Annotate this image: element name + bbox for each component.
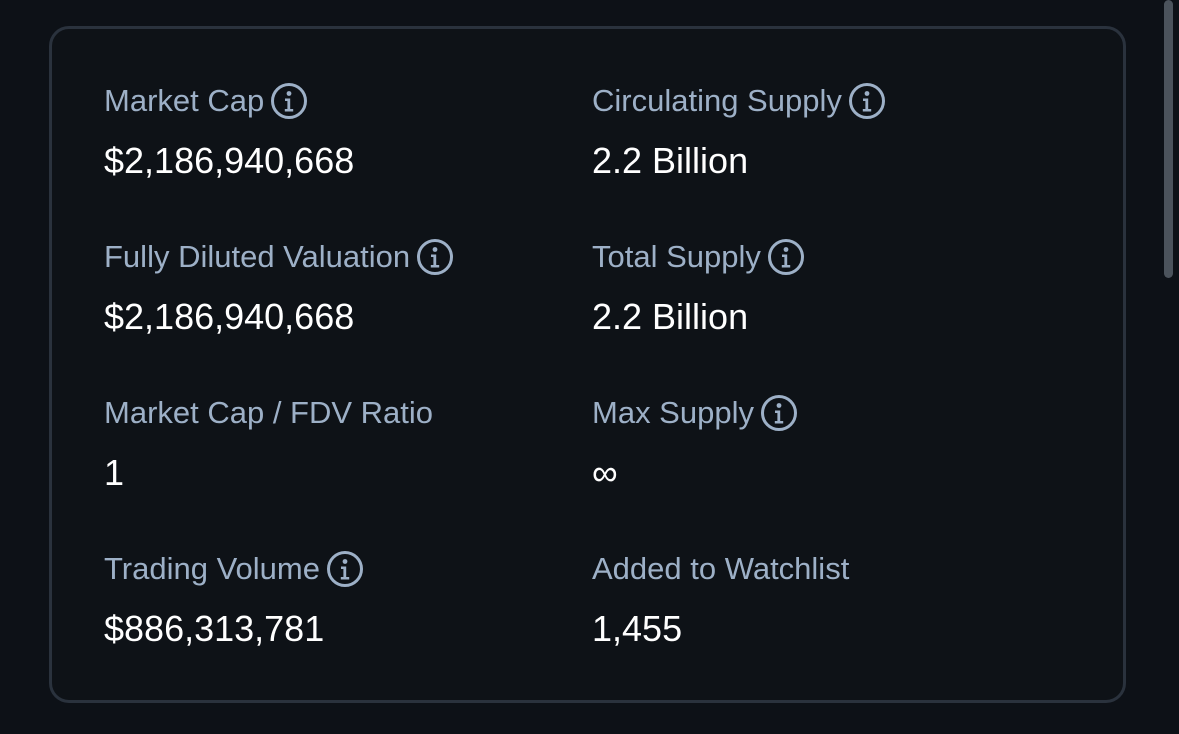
watchlist-label: Added to Watchlist xyxy=(592,551,850,586)
info-icon[interactable] xyxy=(848,82,886,120)
trading-volume-label: Trading Volume xyxy=(104,551,320,586)
stat-trading-volume: Trading Volume $886,313,781 xyxy=(104,549,364,651)
total-supply-value: 2.2 Billion xyxy=(592,296,749,337)
market-stats-card: Market Cap $2,186,940,668 Circulating Su… xyxy=(49,26,1126,703)
trading-volume-value: $886,313,781 xyxy=(104,608,325,649)
stat-fully-diluted-valuation: Fully Diluted Valuation $2,186,940,668 xyxy=(104,237,454,339)
stat-added-to-watchlist: Added to Watchlist 1,455 xyxy=(592,549,849,651)
max-supply-value: ∞ xyxy=(592,452,618,493)
market-cap-label: Market Cap xyxy=(104,83,265,118)
stat-total-supply: Total Supply 2.2 Billion xyxy=(592,237,805,339)
info-icon[interactable] xyxy=(270,82,308,120)
info-icon[interactable] xyxy=(767,238,805,276)
info-icon[interactable] xyxy=(416,238,454,276)
stat-max-supply: Max Supply ∞ xyxy=(592,393,798,495)
stat-market-cap: Market Cap $2,186,940,668 xyxy=(104,81,354,183)
fdv-label: Fully Diluted Valuation xyxy=(104,239,411,274)
scrollbar[interactable] xyxy=(1157,0,1179,734)
mc-fdv-ratio-value: 1 xyxy=(104,452,125,493)
circulating-supply-value: 2.2 Billion xyxy=(592,140,749,181)
scrollbar-thumb[interactable] xyxy=(1164,0,1173,278)
watchlist-value: 1,455 xyxy=(592,608,683,649)
market-cap-value: $2,186,940,668 xyxy=(104,140,355,181)
circulating-supply-label: Circulating Supply xyxy=(592,83,842,118)
total-supply-label: Total Supply xyxy=(592,239,761,274)
info-icon[interactable] xyxy=(760,394,798,432)
stat-mc-fdv-ratio: Market Cap / FDV Ratio 1 xyxy=(104,393,433,495)
stat-circulating-supply: Circulating Supply 2.2 Billion xyxy=(592,81,886,183)
info-icon[interactable] xyxy=(326,550,364,588)
mc-fdv-ratio-label: Market Cap / FDV Ratio xyxy=(104,395,434,430)
max-supply-label: Max Supply xyxy=(592,395,754,430)
fdv-value: $2,186,940,668 xyxy=(104,296,355,337)
